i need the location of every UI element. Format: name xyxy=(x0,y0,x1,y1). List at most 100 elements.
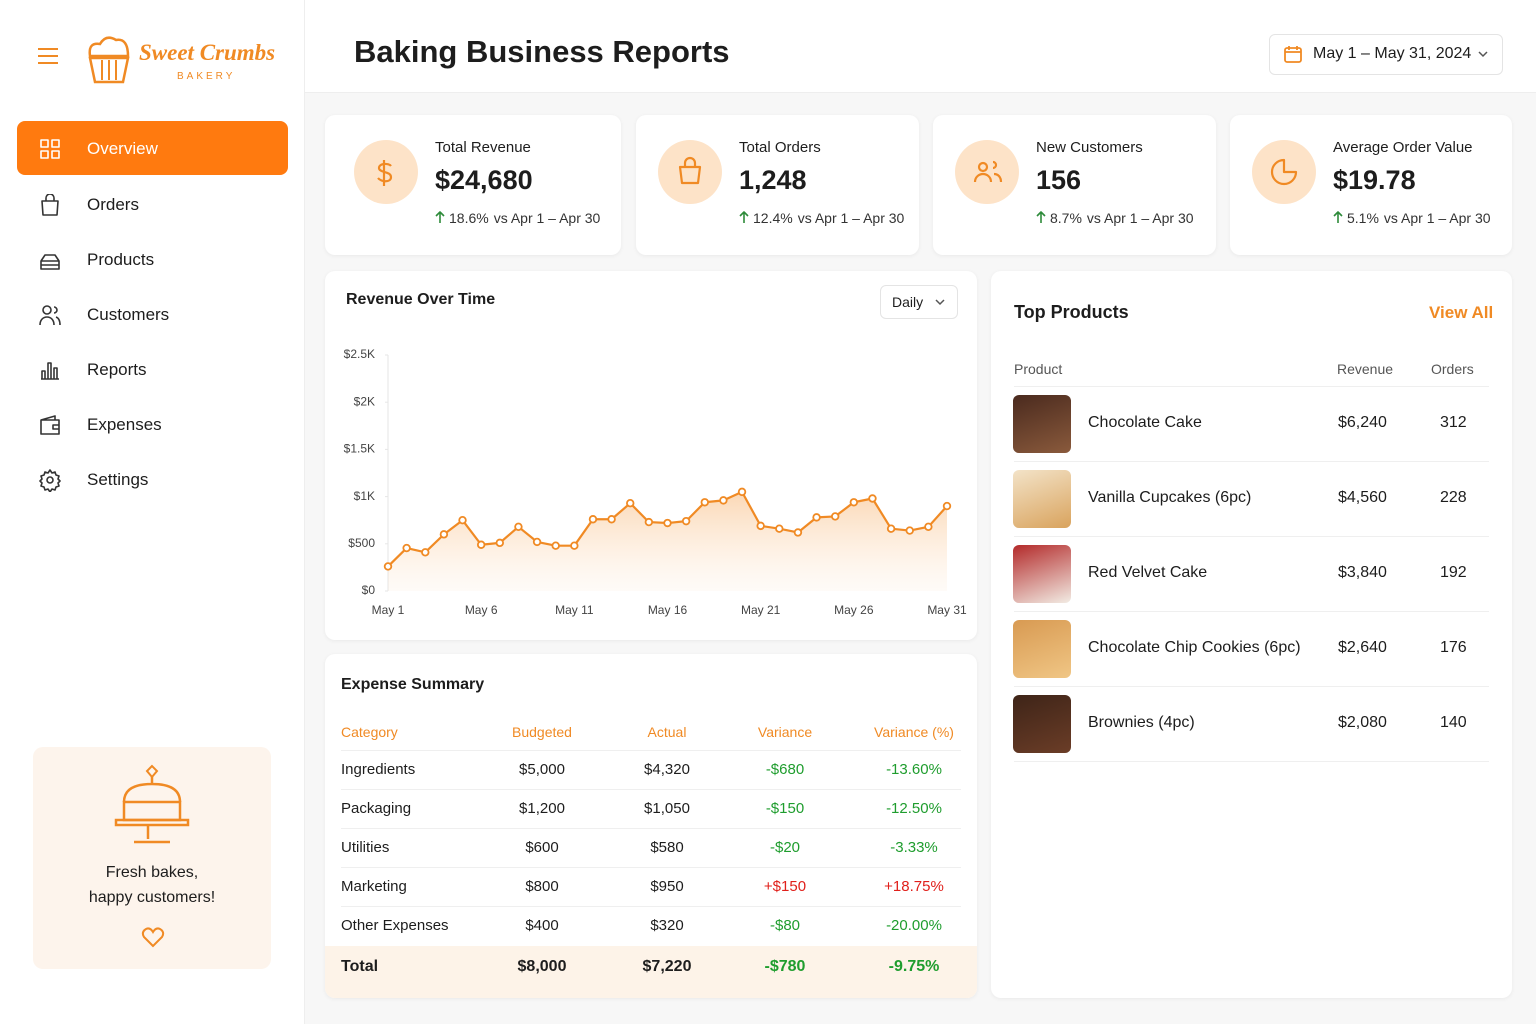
point xyxy=(700,498,709,507)
cell: $1,050 xyxy=(644,800,690,817)
cell: $4,320 xyxy=(644,761,690,778)
kpi-comparison: vs Apr 1 – Apr 30 xyxy=(797,210,905,226)
y-tick-label: $2K xyxy=(354,394,375,408)
product-image xyxy=(1013,395,1071,453)
product-image xyxy=(1013,695,1071,753)
point xyxy=(663,518,672,528)
up-arrow xyxy=(1333,211,1343,223)
cell: -$680 xyxy=(765,761,805,778)
total-cell: $7,220 xyxy=(642,958,692,975)
y-tick-label: $1.5K xyxy=(344,442,375,456)
row-divider xyxy=(1014,686,1489,687)
kpi-change: 5.1% xyxy=(1347,210,1379,226)
nav-item[interactable]: Expenses xyxy=(87,415,162,434)
point xyxy=(421,548,430,557)
nav-icon xyxy=(41,362,59,380)
cell: $5,000 xyxy=(519,761,565,778)
interval-select[interactable] xyxy=(880,285,958,319)
kpi-change: 18.6% xyxy=(449,210,489,226)
cell: -20.00% xyxy=(886,917,942,934)
point xyxy=(924,522,933,532)
cell: $580 xyxy=(650,839,684,856)
interval: Daily xyxy=(892,294,924,310)
nav-item[interactable]: Orders xyxy=(87,195,139,214)
column-header: Product xyxy=(1014,361,1063,377)
x-tick-label: May 1 xyxy=(372,603,405,617)
point xyxy=(849,498,859,507)
brand-name: Sweet Crumbs xyxy=(139,40,276,65)
menu-icon[interactable] xyxy=(36,44,60,68)
expense-title: Expense Summary xyxy=(341,676,485,693)
cell: Utilities xyxy=(341,839,390,856)
product-image xyxy=(1013,620,1071,678)
point xyxy=(942,501,952,511)
heart-icon[interactable] xyxy=(141,926,165,948)
kpi-value: 1,248 xyxy=(739,165,807,195)
top-products-title: Top Products xyxy=(1014,302,1129,322)
point xyxy=(737,487,747,497)
column-header: Budgeted xyxy=(512,724,572,740)
cell: -$150 xyxy=(765,800,805,817)
nav-item[interactable]: Reports xyxy=(87,360,147,379)
cell: $400 xyxy=(525,917,559,934)
column-header: Actual xyxy=(647,724,687,740)
view-all[interactable]: View All xyxy=(1429,303,1494,322)
product-revenue: $2,080 xyxy=(1338,714,1387,731)
point xyxy=(626,499,635,508)
product-name: Vanilla Cupcakes (6pc) xyxy=(1088,489,1252,506)
kpi-comparison: vs Apr 1 – Apr 30 xyxy=(1086,210,1194,226)
point xyxy=(458,515,467,525)
cell: $1,200 xyxy=(519,800,565,817)
row-divider xyxy=(1014,461,1489,462)
cell: +$150 xyxy=(763,878,807,895)
kpi-icon xyxy=(1270,158,1298,186)
product-name: Red Velvet Cake xyxy=(1088,564,1208,581)
kpi-value: $19.78 xyxy=(1333,165,1416,195)
product-orders: 228 xyxy=(1440,489,1467,506)
nav-item[interactable]: Overview xyxy=(87,139,158,158)
row-divider xyxy=(1014,761,1489,762)
product-name: Chocolate Cake xyxy=(1088,414,1202,431)
page-title: Baking Business Reports xyxy=(354,34,730,69)
date-picker[interactable] xyxy=(1269,34,1503,75)
cell: Marketing xyxy=(341,878,407,895)
date-range: May 1 – May 31, 2024 xyxy=(1313,45,1472,62)
nav-item[interactable]: Settings xyxy=(87,470,149,489)
point xyxy=(570,541,579,550)
icon-path xyxy=(435,211,445,223)
cell: -$80 xyxy=(769,917,801,934)
icon-path xyxy=(1036,211,1046,223)
product-orders: 140 xyxy=(1440,714,1467,731)
up-arrow xyxy=(435,211,445,223)
y-tick-label: $1K xyxy=(354,489,375,503)
point xyxy=(905,526,914,535)
icon-path xyxy=(739,211,749,223)
point xyxy=(681,516,691,526)
point xyxy=(719,496,728,505)
cell: Packaging xyxy=(341,800,412,817)
point xyxy=(644,517,654,527)
nav-icon xyxy=(39,469,61,492)
nav-icon xyxy=(41,194,59,216)
kpi-comparison: vs Apr 1 – Apr 30 xyxy=(1383,210,1491,226)
nav-icon xyxy=(40,254,60,270)
point xyxy=(551,541,560,550)
nav-item[interactable]: Products xyxy=(87,250,155,269)
total-cell: -$780 xyxy=(764,958,806,975)
cell: -12.50% xyxy=(886,800,942,817)
point xyxy=(886,524,896,533)
point xyxy=(812,513,821,522)
logo-icon xyxy=(88,36,130,84)
icon-path xyxy=(41,362,59,380)
icon-path xyxy=(41,194,59,216)
point xyxy=(439,530,449,539)
cell: -13.60% xyxy=(886,761,942,778)
line-chart: $0 $500 $1K $1.5K $2K $2.5K May 1 May 6 May 11 Ma… xyxy=(344,347,967,617)
product-revenue: $3,840 xyxy=(1338,564,1387,581)
nav-item[interactable]: Customers xyxy=(87,305,170,324)
up-arrow xyxy=(739,211,749,223)
nav-icon xyxy=(40,415,60,435)
point xyxy=(588,515,598,524)
cell: -$20 xyxy=(769,839,801,856)
nav-active-bg[interactable] xyxy=(17,121,288,175)
